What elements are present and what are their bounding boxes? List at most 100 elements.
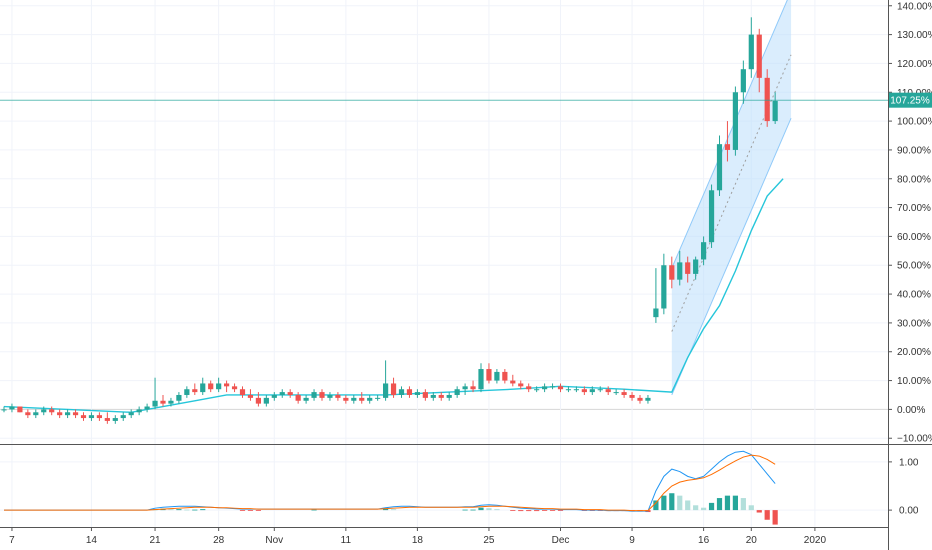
moving-average: [3, 178, 784, 413]
y-tick-label: 0.00%: [897, 405, 925, 416]
macd-histogram-bar: [756, 510, 762, 513]
candle: [335, 392, 341, 401]
y-tick-label: 140.00%: [897, 1, 932, 12]
macd-histogram-bar: [669, 493, 675, 511]
candle-body: [279, 392, 285, 395]
macd-histogram-bar: [192, 509, 198, 511]
macd-histogram-bar: [549, 510, 556, 511]
price-axis[interactable]: 140.00%130.00%120.00%110.00%100.00%90.00…: [888, 1, 932, 445]
candle: [120, 412, 126, 421]
candle: [327, 392, 333, 401]
candle: [224, 380, 230, 393]
last-price-tag-text: 107.25%: [890, 96, 930, 107]
macd-histogram-bar: [693, 505, 699, 511]
candle: [653, 268, 659, 323]
candle-body: [772, 100, 778, 122]
candle-body: [565, 389, 572, 391]
candle: [414, 389, 420, 398]
main-grid: [0, 0, 888, 444]
candle-body: [462, 386, 468, 390]
candle-body: [359, 397, 365, 401]
candle-body: [732, 92, 738, 150]
channel-fill: [671, 0, 792, 395]
y-tick-label: 70.00%: [897, 203, 931, 214]
candle: [343, 394, 349, 404]
candle: [454, 386, 460, 398]
candle-body: [701, 242, 707, 260]
macd-pane: [4, 450, 778, 525]
candle-body: [33, 412, 39, 416]
macd-histogram-bar: [557, 510, 564, 511]
candle: [9, 403, 15, 413]
candle-body: [740, 69, 746, 93]
candle: [144, 403, 150, 413]
macd-histogram-bar: [311, 509, 317, 511]
candle: [192, 383, 198, 395]
y-tick-label: 80.00%: [897, 174, 931, 185]
candle: [732, 86, 738, 156]
candle-body: [335, 394, 341, 398]
candle-body: [669, 265, 675, 280]
channel-upper-line: [671, 0, 788, 269]
candle: [494, 369, 500, 384]
y-tick-label: 100.00%: [897, 117, 932, 128]
candle-body: [724, 144, 731, 150]
x-tick-label: 25: [483, 535, 495, 546]
candle: [613, 389, 619, 395]
macd-histogram-bar: [200, 509, 206, 511]
macd-histogram-bar: [239, 510, 246, 511]
candle-body: [271, 394, 277, 398]
x-tick-label: 20: [746, 535, 758, 546]
candle-body: [430, 394, 436, 398]
candle: [49, 406, 55, 416]
candle: [645, 394, 651, 404]
candle: [247, 389, 254, 401]
y-tick-label: 60.00%: [897, 232, 931, 243]
candle: [748, 17, 754, 78]
macd-histogram-bar: [510, 510, 516, 511]
macd-histogram-bar: [518, 510, 524, 512]
macd-histogram-bar: [470, 509, 476, 511]
candle: [724, 121, 731, 162]
candle: [772, 92, 778, 124]
candle: [136, 406, 142, 416]
candle: [764, 69, 770, 127]
candle: [502, 369, 508, 384]
x-tick-label: 2020: [804, 535, 827, 546]
candle-body: [144, 406, 150, 410]
macd-histogram-bar: [390, 509, 397, 511]
candle-body: [454, 389, 460, 395]
candle: [534, 386, 540, 393]
y-tick-label: 40.00%: [897, 290, 931, 301]
regression-channel[interactable]: [671, 0, 792, 396]
candle: [518, 380, 524, 390]
candle: [17, 406, 23, 413]
candle-body: [152, 400, 158, 407]
candle-body: [494, 371, 500, 381]
candle: [176, 392, 182, 404]
macd-histogram-bar: [542, 510, 548, 511]
candle-body: [49, 409, 55, 413]
candle-body: [390, 383, 397, 395]
time-axis[interactable]: 7 14 21 28 Nov 11 18 25 Dec 9 16 20 2020: [9, 527, 826, 546]
candle-body: [25, 412, 31, 416]
candle: [581, 386, 587, 395]
candle: [295, 392, 301, 404]
macd-axis[interactable]: 1.00 0.00: [888, 457, 919, 517]
candle-body: [255, 397, 261, 404]
candle: [605, 386, 611, 395]
candle-body: [446, 394, 452, 398]
candle: [398, 386, 405, 398]
candle: [359, 392, 365, 404]
candle-body: [629, 394, 635, 398]
candle: [33, 409, 39, 419]
candle: [152, 377, 158, 410]
candle: [430, 392, 436, 401]
candle: [621, 389, 627, 398]
macd-histogram-bar: [685, 500, 691, 511]
candle-body: [343, 397, 349, 401]
macd-histogram-bar: [184, 509, 190, 511]
candle-body: [605, 389, 611, 393]
candle-body: [168, 400, 174, 404]
